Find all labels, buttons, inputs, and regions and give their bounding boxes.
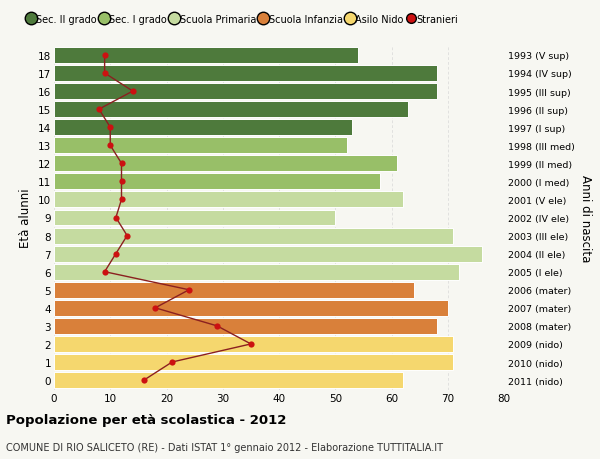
Bar: [54, 354, 454, 370]
Bar: [54, 372, 403, 388]
Point: [184, 286, 194, 294]
Text: COMUNE DI RIO SALICETO (RE) - Dati ISTAT 1° gennaio 2012 - Elaborazione TUTTITAL: COMUNE DI RIO SALICETO (RE) - Dati ISTAT…: [6, 442, 443, 452]
Legend: Sec. II grado, Sec. I grado, Scuola Primaria, Scuola Infanzia, Asilo Nido, Stran: Sec. II grado, Sec. I grado, Scuola Prim…: [24, 11, 462, 29]
Bar: [54, 66, 437, 82]
Text: Popolazione per età scolastica - 2012: Popolazione per età scolastica - 2012: [6, 413, 286, 426]
Bar: [54, 84, 437, 100]
Bar: [54, 120, 352, 136]
Bar: [54, 192, 403, 208]
Point: [151, 304, 160, 312]
Bar: [54, 318, 437, 334]
Point: [100, 269, 109, 276]
Point: [94, 106, 104, 113]
Point: [212, 323, 222, 330]
Bar: [54, 300, 448, 316]
Y-axis label: Anni di nascita: Anni di nascita: [579, 174, 592, 262]
Bar: [54, 246, 482, 262]
Bar: [54, 138, 347, 154]
Bar: [54, 264, 459, 280]
Point: [100, 70, 109, 78]
Point: [167, 358, 177, 366]
Bar: [54, 282, 414, 298]
Bar: [54, 228, 454, 244]
Point: [100, 52, 109, 60]
Point: [111, 251, 121, 258]
Bar: [54, 210, 335, 226]
Point: [128, 88, 137, 95]
Bar: [54, 174, 380, 190]
Bar: [54, 156, 397, 172]
Bar: [54, 102, 409, 118]
Point: [111, 214, 121, 222]
Point: [106, 142, 115, 150]
Y-axis label: Età alunni: Età alunni: [19, 188, 32, 248]
Bar: [54, 336, 454, 352]
Point: [122, 232, 132, 240]
Point: [116, 196, 127, 204]
Point: [116, 160, 127, 168]
Point: [106, 124, 115, 132]
Point: [139, 376, 149, 384]
Point: [246, 341, 256, 348]
Bar: [54, 48, 358, 64]
Point: [116, 178, 127, 185]
